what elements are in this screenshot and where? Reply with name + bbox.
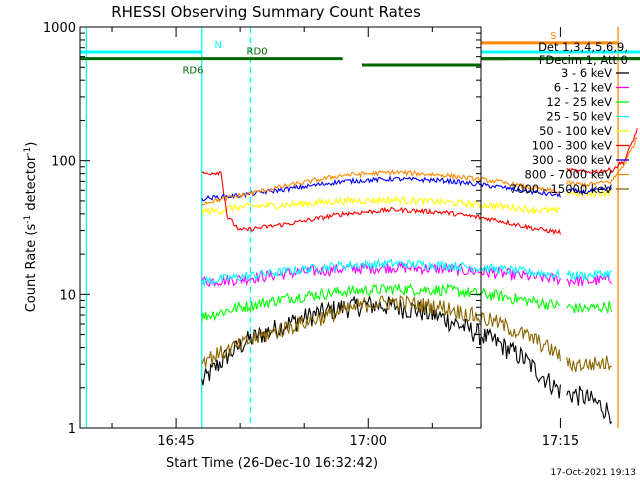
y-tick-label: 10 — [59, 288, 76, 303]
flag-label: RD6 — [182, 66, 203, 77]
series-line — [201, 188, 613, 217]
legend-entry: 7000 - 15000 keV — [510, 182, 612, 196]
legend-header: Det 1,3,4,5,6,9, — [538, 40, 628, 54]
series-line — [201, 257, 612, 288]
y-tick-label: 1 — [68, 422, 76, 437]
y-tick-label: 100 — [51, 155, 76, 170]
x-tick-label: 17:00 — [350, 434, 387, 449]
chart-title: RHESSI Observing Summary Count Rates — [111, 3, 421, 21]
flag-label: RD0 — [247, 47, 268, 58]
legend-entry: 100 - 300 keV — [532, 139, 612, 153]
series-line — [201, 294, 613, 425]
series-line — [201, 283, 613, 322]
legend-entry: 6 - 12 keV — [554, 81, 612, 95]
flag-label: N — [215, 40, 222, 51]
y-axis-label: Count Rate (s-1 detector-1) — [23, 142, 39, 313]
series-line — [201, 175, 613, 202]
legend-entry: 300 - 800 keV — [532, 153, 612, 167]
series-line — [201, 128, 638, 236]
legend-entry: 3 - 6 keV — [561, 66, 612, 80]
series-lines — [201, 128, 638, 425]
legend-entry: 50 - 100 keV — [539, 124, 612, 138]
legend: Det 1,3,4,5,6,9,FDecim 1, Att 03 - 6 keV… — [510, 40, 629, 196]
legend-entry: 25 - 50 keV — [546, 110, 612, 124]
footer-timestamp: 17-Oct-2021 19:13 — [551, 468, 636, 478]
y-tick-label: 1000 — [43, 21, 76, 36]
legend-entry: 800 - 7000 keV — [524, 168, 612, 182]
series-line — [201, 294, 613, 373]
legend-entry: 12 - 25 keV — [546, 95, 612, 109]
legend-header: FDecim 1, Att 0 — [539, 53, 628, 67]
x-axis-label: Start Time (26-Dec-10 16:32:42) — [166, 456, 378, 471]
series-line — [201, 136, 638, 206]
x-tick-label: 16:45 — [157, 434, 194, 449]
flag-label: S — [550, 31, 556, 42]
plot-frame — [79, 26, 482, 429]
flag-bars: N RD0 RD6 S — [80, 31, 640, 77]
x-tick-label: 17:15 — [542, 434, 579, 449]
series-line — [201, 261, 613, 288]
